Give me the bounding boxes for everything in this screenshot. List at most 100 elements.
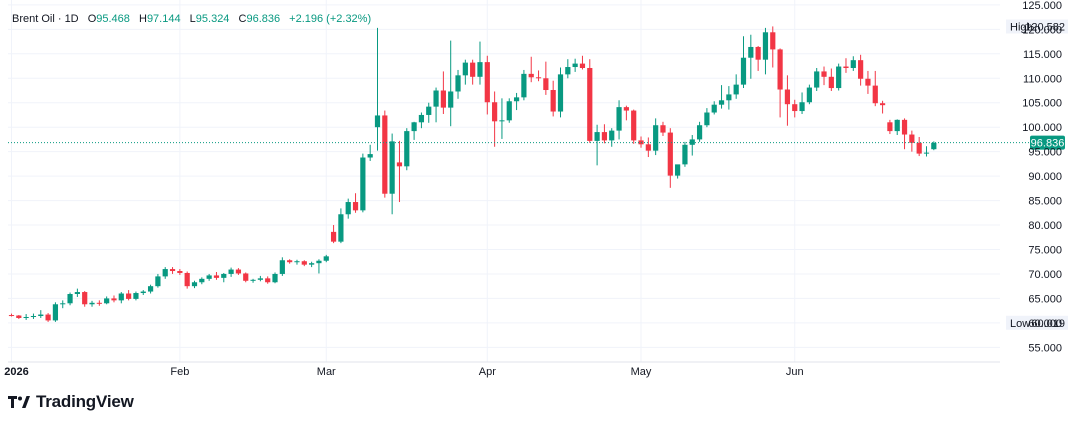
high-marker-value: 120.582	[1025, 22, 1065, 34]
candle	[704, 108, 710, 128]
candle-body	[528, 73, 534, 78]
candle-body	[118, 293, 124, 301]
close-label: C	[238, 13, 247, 25]
candle	[858, 54, 864, 86]
candle	[821, 66, 827, 86]
symbol-label[interactable]: Brent Oil · 1D	[12, 13, 79, 25]
candle	[865, 70, 871, 94]
candle-body	[587, 67, 593, 141]
candle	[104, 296, 110, 305]
price-grid	[8, 0, 1000, 363]
candle-body	[557, 74, 564, 112]
candle	[579, 55, 586, 70]
candle-body	[177, 271, 183, 273]
candle-body	[433, 90, 439, 107]
y-tick-label: 60.000	[1028, 318, 1062, 330]
change-value: +2.196 (+2.32%)	[289, 13, 372, 25]
candle-body	[740, 57, 747, 85]
candle-body	[711, 104, 717, 113]
candle	[850, 56, 856, 71]
candle-body	[470, 62, 476, 77]
candle-body	[594, 132, 600, 141]
candle-body	[484, 62, 490, 103]
brand-name: TradingView	[36, 392, 134, 411]
candle	[565, 59, 571, 79]
candle	[638, 136, 644, 148]
candle	[96, 300, 102, 306]
candle-body	[931, 142, 937, 150]
candle	[74, 288, 80, 297]
candle-body	[792, 104, 798, 112]
candle	[287, 259, 293, 264]
candle-body	[45, 314, 51, 321]
candle	[923, 146, 930, 157]
candle	[843, 58, 849, 73]
candle-body	[682, 144, 688, 165]
candle-body	[477, 62, 483, 77]
candle	[396, 140, 403, 203]
candles-layer	[8, 26, 937, 322]
candle	[301, 260, 307, 267]
candle-body	[579, 63, 586, 68]
low-marker-bg	[1006, 315, 1068, 330]
candle	[799, 92, 805, 114]
time-axis[interactable]: 2026 Feb Mar Apr May Jun	[4, 366, 803, 378]
y-tick-label: 105.000	[1022, 98, 1062, 110]
candle-body	[653, 125, 659, 151]
candle	[631, 109, 637, 144]
price-axis[interactable]: 55.000 60.000 65.000 70.000 75.000 80.000 85.0…	[1022, 0, 1062, 354]
candle-body	[250, 279, 256, 281]
candle	[609, 128, 615, 147]
candle-body	[426, 106, 432, 115]
brand[interactable]: TradingView	[8, 392, 134, 412]
candle-body	[30, 316, 37, 318]
low-marker-value: 60.019	[1031, 318, 1065, 330]
candle-body	[404, 131, 410, 167]
candle	[23, 314, 29, 320]
candle-body	[60, 303, 66, 305]
candle	[82, 291, 88, 307]
candle-body	[133, 293, 139, 299]
candle-body	[879, 103, 886, 106]
candle	[689, 135, 695, 156]
candle-body	[367, 154, 373, 158]
candle-body	[733, 84, 739, 95]
candle-body	[814, 71, 820, 88]
candle	[726, 86, 732, 110]
y-tick-label: 80.000	[1028, 220, 1062, 232]
candle-body	[162, 269, 168, 277]
candle-body	[418, 114, 425, 123]
candle	[30, 313, 37, 319]
candle-body	[696, 125, 703, 140]
candle-body	[609, 130, 615, 141]
candle-body	[74, 292, 80, 295]
candle	[67, 292, 73, 306]
candle-body	[572, 63, 578, 68]
candle-body	[821, 71, 827, 77]
candle	[784, 75, 791, 126]
candle-body	[704, 112, 710, 126]
candle	[374, 27, 381, 151]
y-tick-label: 75.000	[1028, 244, 1062, 256]
candle	[228, 267, 234, 277]
candle	[543, 61, 549, 95]
candle-body	[492, 102, 498, 122]
candle-body	[631, 110, 637, 141]
candle-body	[755, 46, 761, 60]
candle	[740, 36, 747, 89]
candle	[557, 67, 564, 118]
candle	[653, 118, 659, 156]
candle-body	[836, 66, 842, 89]
candle	[682, 141, 688, 167]
candle	[177, 269, 183, 275]
candle	[594, 124, 600, 166]
candle	[169, 267, 176, 274]
x-tick-label: Apr	[479, 366, 496, 378]
y-tick-label: 110.000	[1023, 73, 1062, 85]
candle-body	[140, 291, 146, 294]
candle	[894, 119, 900, 136]
ohlc-legend: Brent Oil · 1D O95.468 H97.144 L95.324 C…	[12, 13, 371, 25]
candle-body	[770, 32, 776, 50]
candle-body	[16, 315, 22, 318]
